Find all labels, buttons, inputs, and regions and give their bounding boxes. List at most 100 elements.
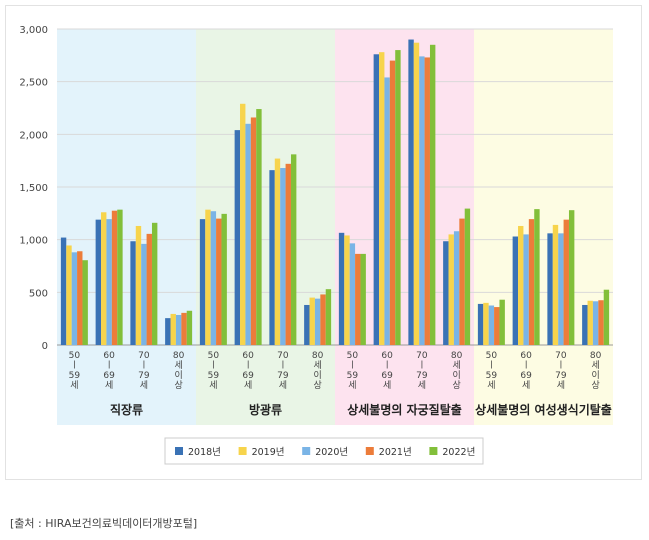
bar xyxy=(250,117,257,345)
x-tick-label: 이 xyxy=(591,370,599,381)
bar xyxy=(477,303,484,345)
y-tick-label: 1,500 xyxy=(19,183,48,194)
x-tick-label: 이 xyxy=(313,370,321,381)
bar xyxy=(488,305,495,345)
x-tick-label: ㅣ xyxy=(244,361,252,371)
x-tick-label: 80 xyxy=(173,351,185,361)
x-tick-label: 69 xyxy=(381,371,393,381)
legend-swatch xyxy=(365,447,374,455)
x-tick-label: 세 xyxy=(452,360,460,371)
bar xyxy=(389,60,396,345)
bar xyxy=(71,252,78,345)
bar xyxy=(290,154,297,345)
legend-label: 2019년 xyxy=(252,447,285,458)
bar-chart: 05001,0001,5002,0002,5003,00050ㅣ59세60ㅣ69… xyxy=(19,25,613,465)
bar xyxy=(234,130,241,345)
x-tick-label: 80 xyxy=(590,351,602,361)
x-tick-label: 79 xyxy=(277,371,289,381)
x-tick-label: 60 xyxy=(242,351,254,361)
bar xyxy=(443,241,449,345)
bar xyxy=(360,253,366,345)
bar xyxy=(379,52,385,345)
bar xyxy=(66,245,72,345)
bar xyxy=(165,318,171,345)
bar xyxy=(534,209,540,345)
bar xyxy=(419,56,425,346)
x-tick-label: 70 xyxy=(138,351,150,361)
x-tick-label: 50 xyxy=(69,351,81,361)
x-tick-label: 세 xyxy=(70,380,78,391)
x-tick-label: 세 xyxy=(487,380,495,391)
x-tick-label: 59 xyxy=(347,371,359,381)
x-tick-label: 79 xyxy=(555,371,567,381)
bar xyxy=(483,302,489,345)
y-tick-label: 500 xyxy=(29,288,48,299)
x-tick-label: 50 xyxy=(486,351,498,361)
bar xyxy=(309,297,315,345)
x-tick-label: 이 xyxy=(174,370,182,381)
bar xyxy=(552,224,559,345)
bar xyxy=(245,123,251,345)
x-tick-label: 상 xyxy=(591,380,599,391)
x-tick-label: 세 xyxy=(313,360,321,371)
bar xyxy=(106,219,112,345)
bar xyxy=(587,300,593,345)
x-tick-label: ㅣ xyxy=(487,361,495,371)
y-tick-label: 3,000 xyxy=(19,25,48,36)
bar xyxy=(285,163,291,345)
bar xyxy=(269,170,275,345)
group-label: 직장류 xyxy=(110,402,143,417)
x-tick-label: 상 xyxy=(174,380,182,391)
x-tick-label: 세 xyxy=(383,380,391,391)
bar xyxy=(558,233,564,345)
bar xyxy=(175,314,182,345)
x-tick-label: ㅣ xyxy=(348,361,356,371)
bar xyxy=(205,209,211,345)
x-tick-label: 59 xyxy=(208,371,220,381)
bar xyxy=(453,231,460,345)
bar xyxy=(77,251,83,345)
x-tick-label: 60 xyxy=(381,351,393,361)
bar xyxy=(240,103,246,345)
x-tick-label: 79 xyxy=(138,371,150,381)
group-label: 방광류 xyxy=(249,402,282,417)
group-background-1 xyxy=(57,29,196,425)
x-tick-label: 세 xyxy=(591,360,599,371)
bar xyxy=(494,307,500,345)
bar xyxy=(117,209,123,345)
x-tick-label: 70 xyxy=(416,351,428,361)
bar xyxy=(221,213,227,345)
bar xyxy=(314,298,321,345)
x-tick-label: 70 xyxy=(555,351,567,361)
x-tick-label: 세 xyxy=(418,380,426,391)
x-tick-label: ㅣ xyxy=(418,361,426,371)
bar xyxy=(170,313,176,345)
x-tick-label: 세 xyxy=(209,380,217,391)
bar xyxy=(130,241,136,345)
bar xyxy=(320,294,326,345)
legend-label: 2022년 xyxy=(442,447,475,458)
x-tick-label: ㅣ xyxy=(70,361,78,371)
bar xyxy=(429,44,436,346)
bar xyxy=(408,39,414,346)
source-caption: [출처 : HIRA보건의료빅데이터개방포털] xyxy=(10,517,198,530)
x-tick-label: 세 xyxy=(140,380,148,391)
x-tick-label: ㅣ xyxy=(105,361,113,371)
bar xyxy=(181,312,187,345)
bar xyxy=(582,304,588,345)
x-tick-label: 상 xyxy=(452,380,460,391)
x-tick-label: ㅣ xyxy=(209,361,217,371)
x-tick-label: 이 xyxy=(452,370,460,381)
legend-swatch xyxy=(175,447,183,455)
legend-swatch xyxy=(238,447,247,455)
bar xyxy=(349,243,356,345)
bar xyxy=(373,54,380,345)
bar xyxy=(274,158,281,345)
bar xyxy=(186,310,193,345)
bar xyxy=(523,234,529,345)
x-tick-label: ㅣ xyxy=(557,361,565,371)
bar xyxy=(216,218,222,345)
x-tick-label: 69 xyxy=(103,371,115,381)
bar xyxy=(512,236,519,345)
group-background-4 xyxy=(474,29,613,425)
